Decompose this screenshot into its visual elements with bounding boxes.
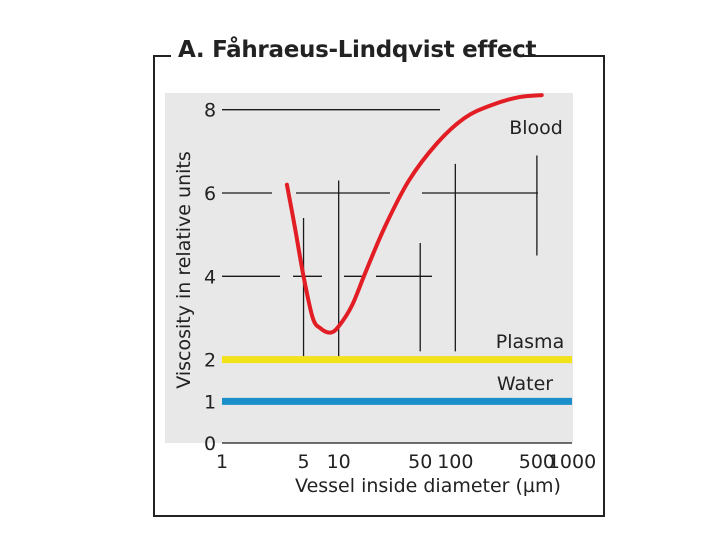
y-tick-label: 8 — [204, 100, 216, 122]
y-tick-label: 4 — [204, 266, 216, 288]
x-tick-label: 1000 — [548, 451, 596, 473]
chart-title: A. Fåhraeus-Lindqvist effect — [178, 37, 537, 63]
y-tick-label: 6 — [204, 183, 216, 205]
series-label-plasma: Plasma — [496, 331, 564, 353]
y-tick-label: 1 — [204, 391, 216, 413]
series-line-blood — [284, 93, 544, 335]
y-tick-label: 0 — [204, 433, 216, 455]
series-labels: Blood Plasma Water — [496, 117, 564, 395]
series-label-blood: Blood — [509, 117, 563, 139]
x-tick-label: 10 — [327, 451, 351, 473]
series-lines — [222, 93, 572, 405]
x-tick-label: 100 — [437, 451, 473, 473]
y-axis-label: Viscosity in relative units — [173, 151, 195, 389]
x-axis-label: Vessel inside diameter (µm) — [295, 475, 561, 497]
x-tick-label: 5 — [297, 451, 309, 473]
x-tick-label: 50 — [408, 451, 432, 473]
series-label-water: Water — [497, 373, 553, 395]
x-tick-label: 1 — [216, 451, 228, 473]
grid-lines — [222, 109, 572, 444]
frame-top-left-edge — [153, 55, 171, 57]
x-tick-label: 500 — [519, 451, 555, 473]
figure-frame — [153, 55, 605, 517]
y-tick-label: 2 — [204, 350, 216, 372]
frame-top-right-edge — [522, 55, 605, 57]
